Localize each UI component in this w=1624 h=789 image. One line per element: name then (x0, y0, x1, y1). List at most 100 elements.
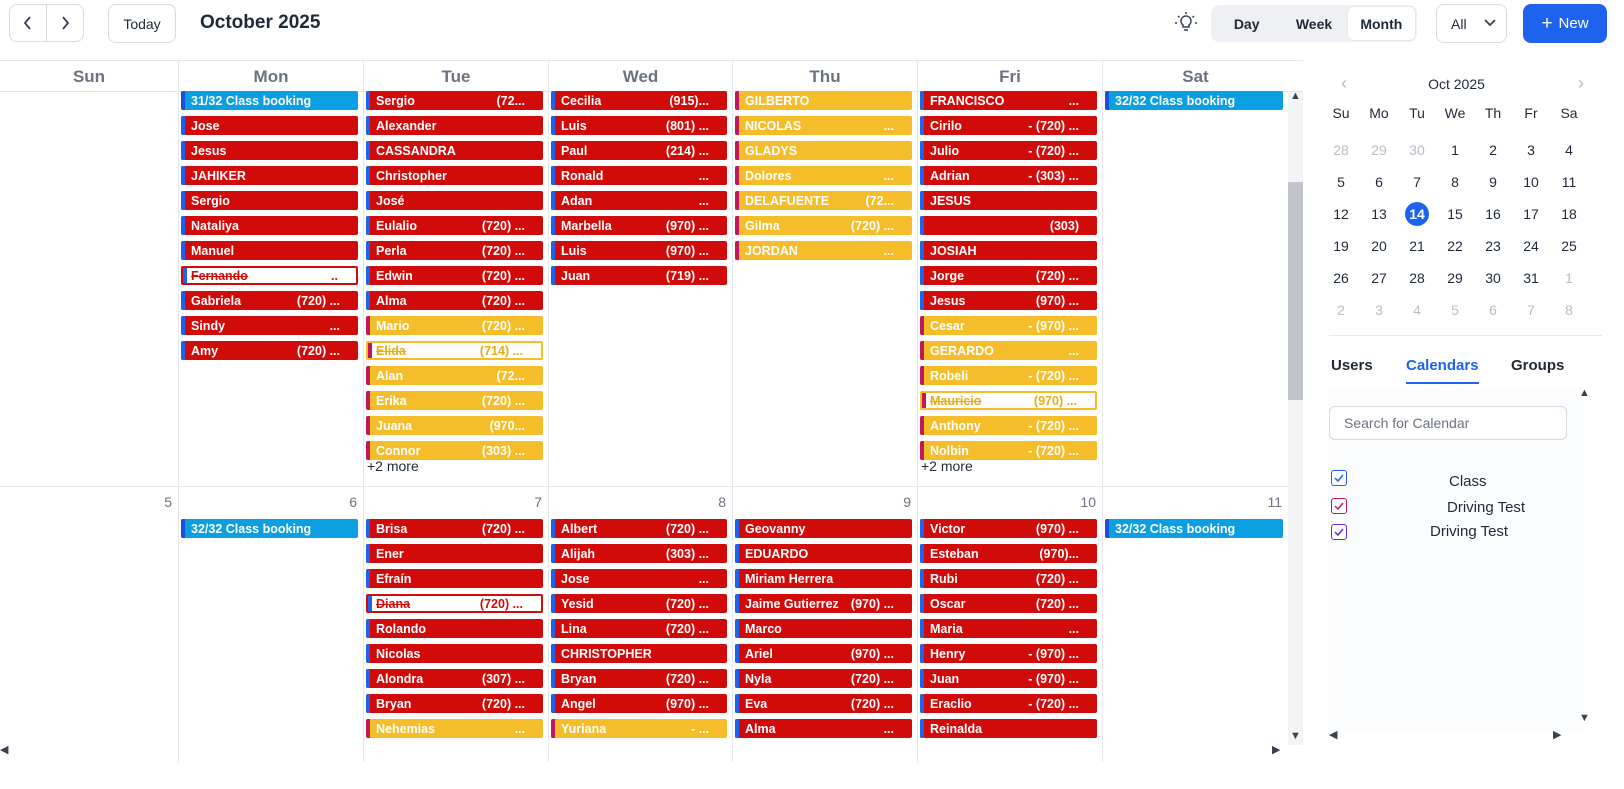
calendar-event[interactable]: Sergio (72... (366, 91, 543, 110)
mini-day[interactable]: 26 (1333, 270, 1349, 286)
mini-day[interactable]: 2 (1489, 142, 1497, 158)
calendar-event[interactable]: 31/32 Class booking (181, 91, 358, 110)
mini-day[interactable]: 10 (1523, 174, 1539, 190)
calendar-event[interactable]: Amy (720) ... (181, 341, 358, 360)
calendar-event[interactable]: Alma... (735, 719, 912, 738)
calendar-event[interactable]: Rubi (720) ... (920, 569, 1097, 588)
calendar-event[interactable]: NICOLAS... (735, 116, 912, 135)
calendar-event[interactable]: Sergio (181, 191, 358, 210)
calendar-event[interactable]: Julio - (720) ... (920, 141, 1097, 160)
calendar-event[interactable]: Paul (214) ... (551, 141, 727, 160)
calendar-event[interactable]: JAHIKER (181, 166, 358, 185)
calendar-event[interactable]: GERARDO... (920, 341, 1097, 360)
mini-day[interactable]: 31 (1523, 270, 1539, 286)
calendar-event[interactable]: Anthony - (720) ... (920, 416, 1097, 435)
calendar-event[interactable]: Geovanny (735, 519, 912, 538)
mini-day[interactable]: 9 (1489, 174, 1497, 190)
calendar-event[interactable]: Reinalda (920, 719, 1097, 738)
calendar-event[interactable]: Cirilo - (720) ... (920, 116, 1097, 135)
calendar-event[interactable]: Nicolas (366, 644, 543, 663)
calendar-event[interactable]: 32/32 Class booking (1105, 91, 1283, 110)
mini-day[interactable]: 24 (1523, 238, 1539, 254)
mini-day[interactable]: 15 (1447, 206, 1463, 222)
mini-day[interactable]: 25 (1561, 238, 1577, 254)
calendar-event[interactable]: JESUS (920, 191, 1097, 210)
mini-day[interactable]: 5 (1451, 302, 1459, 318)
mini-next-icon[interactable]: › (1578, 73, 1584, 93)
calendar-event[interactable]: Edwin (720) ... (366, 266, 543, 285)
mini-day[interactable]: 30 (1409, 142, 1425, 158)
calendar-event[interactable]: Alijah (303) ... (551, 544, 727, 563)
calendar-event[interactable]: Juana (970... (366, 416, 543, 435)
scroll-right-icon[interactable]: ▶ (1272, 744, 1281, 756)
calendar-event[interactable]: Ariel (970) ... (735, 644, 912, 663)
calendar-event[interactable]: (303) (920, 216, 1097, 235)
mini-day[interactable]: 7 (1527, 302, 1535, 318)
calendar-item[interactable]: Driving Test (1331, 523, 1531, 542)
calendar-event[interactable]: JOSIAH (920, 241, 1097, 260)
mini-day[interactable]: 8 (1451, 174, 1459, 190)
calendar-event[interactable]: Yesid (720) ... (551, 594, 727, 613)
new-button[interactable]: + New (1523, 4, 1607, 43)
mini-day[interactable]: 3 (1375, 302, 1383, 318)
more-events-link[interactable]: +2 more (921, 458, 973, 474)
mini-day[interactable]: 7 (1413, 174, 1421, 190)
calendar-event[interactable]: Gabriela (720) ... (181, 291, 358, 310)
mini-day[interactable]: 16 (1485, 206, 1501, 222)
mini-day[interactable]: 23 (1485, 238, 1501, 254)
mini-day[interactable]: 5 (1337, 174, 1345, 190)
mini-day[interactable]: 1 (1451, 142, 1459, 158)
mini-day[interactable]: 4 (1565, 142, 1573, 158)
calendar-event[interactable]: Efraín (366, 569, 543, 588)
calendar-event[interactable]: Brisa (720) ... (366, 519, 543, 538)
lightbulb-icon[interactable] (1174, 11, 1198, 35)
tab-groups[interactable]: Groups (1511, 357, 1565, 374)
calendar-checkbox[interactable] (1331, 498, 1347, 514)
calendar-event[interactable]: Jaime Gutierrez (970) ... (735, 594, 912, 613)
calendar-event[interactable]: Alma (720) ... (366, 291, 543, 310)
calendar-event[interactable]: Alondra (307) ... (366, 669, 543, 688)
mini-day[interactable]: 21 (1409, 238, 1425, 254)
calendar-event[interactable]: Juan (719) ... (551, 266, 727, 285)
mini-day[interactable]: 12 (1333, 206, 1349, 222)
calendar-event[interactable]: Sindy... (181, 316, 358, 335)
day-number[interactable]: 10 (1080, 494, 1096, 510)
calendar-event[interactable]: Oscar (720) ... (920, 594, 1097, 613)
mini-day[interactable]: 6 (1375, 174, 1383, 190)
mini-day[interactable]: 13 (1371, 206, 1387, 222)
calendar-event[interactable]: Miriam Herrera (735, 569, 912, 588)
calendar-event[interactable]: Jose (181, 116, 358, 135)
mini-day[interactable]: 28 (1409, 270, 1425, 286)
calendar-event[interactable]: Alan (72... (366, 366, 543, 385)
day-number[interactable]: 8 (718, 494, 726, 510)
calendar-event[interactable]: Nataliya (181, 216, 358, 235)
calendar-event[interactable]: 32/32 Class booking (181, 519, 358, 538)
calendar-event[interactable]: Mauricio (970) ... (920, 391, 1097, 410)
calendar-event[interactable]: Rolando (366, 619, 543, 638)
next-month-button[interactable] (46, 5, 83, 41)
calendar-event[interactable]: Ener (366, 544, 543, 563)
calendar-item[interactable]: Driving Test (1331, 498, 1531, 516)
mini-day[interactable]: 18 (1561, 206, 1577, 222)
calendar-event[interactable]: Maria... (920, 619, 1097, 638)
mini-day[interactable]: 19 (1333, 238, 1349, 254)
mini-day[interactable]: 17 (1523, 206, 1539, 222)
calendar-event[interactable]: Alexander (366, 116, 543, 135)
mini-day[interactable]: 11 (1561, 174, 1577, 190)
mini-day[interactable]: 14 (1398, 202, 1436, 226)
mini-day[interactable]: 1 (1565, 270, 1573, 286)
calendar-event[interactable]: Cecilia (915)... (551, 91, 727, 110)
calendar-event[interactable]: Eulalio (720) ... (366, 216, 543, 235)
calendar-event[interactable]: 32/32 Class booking (1105, 519, 1283, 538)
side-scroll-up-icon[interactable]: ▲ (1579, 387, 1590, 399)
day-number[interactable]: 7 (534, 494, 542, 510)
calendar-event[interactable]: Fernando.. (181, 266, 358, 285)
calendar-event[interactable]: GILBERTO (735, 91, 912, 110)
calendar-event[interactable]: GLADYS (735, 141, 912, 160)
mini-day[interactable]: 22 (1447, 238, 1463, 254)
view-day-button[interactable]: Day (1233, 15, 1260, 32)
calendar-event[interactable]: Jose... (551, 569, 727, 588)
calendar-event[interactable]: Cesar - (970) ... (920, 316, 1097, 335)
calendar-event[interactable]: FRANCISCO... (920, 91, 1097, 110)
mini-day[interactable]: 2 (1337, 302, 1345, 318)
